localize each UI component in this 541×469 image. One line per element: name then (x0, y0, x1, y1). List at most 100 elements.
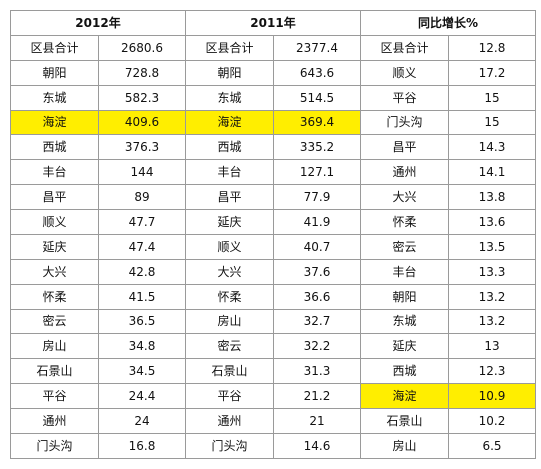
value-cell-2011: 21.2 (273, 383, 361, 409)
district-cell-growth: 房山 (360, 432, 449, 460)
table-row: 区县合计 2680.6 区县合计 2377.4 区县合计 12.8 (10, 34, 536, 61)
value-cell-2011: 14.6 (273, 432, 361, 460)
district-cell-2012: 顺义 (10, 209, 99, 235)
value-cell-2011: 335.2 (273, 134, 361, 161)
header-row: 2012年 2011年 同比增长% (10, 10, 536, 36)
value-cell-growth: 10.9 (448, 383, 536, 409)
district-cell-2011: 朝阳 (185, 59, 274, 86)
table-row: 密云 36.5 房山 32.7 东城 13.2 (10, 308, 536, 335)
value-cell-2012: 36.5 (98, 308, 186, 335)
value-cell-2012: 24 (98, 408, 186, 434)
value-cell-2012: 582.3 (98, 84, 186, 111)
district-cell-growth: 平谷 (360, 84, 449, 111)
district-cell-2012: 平谷 (10, 383, 99, 409)
district-cell-2011: 怀柔 (185, 283, 274, 310)
table-row: 顺义 47.7 延庆 41.9 怀柔 13.6 (10, 209, 536, 235)
value-cell-2012: 16.8 (98, 432, 186, 460)
table-row: 东城 582.3 东城 514.5 平谷 15 (10, 84, 536, 111)
value-cell-2011: 21 (273, 408, 361, 434)
value-cell-2012: 144 (98, 159, 186, 186)
district-cell-2011: 昌平 (185, 184, 274, 210)
district-cell-2012: 延庆 (10, 233, 99, 260)
table-row: 门头沟 16.8 门头沟 14.6 房山 6.5 (10, 432, 536, 460)
district-cell-2012: 大兴 (10, 258, 99, 285)
value-cell-2012: 42.8 (98, 258, 186, 285)
district-cell-growth: 延庆 (360, 333, 449, 360)
district-cell-2011: 丰台 (185, 159, 274, 186)
district-cell-growth: 西城 (360, 358, 449, 385)
district-cell-growth: 大兴 (360, 184, 449, 210)
value-cell-2012: 34.5 (98, 358, 186, 385)
district-cell-2012: 区县合计 (10, 34, 99, 61)
table-row: 大兴 42.8 大兴 37.6 丰台 13.3 (10, 258, 536, 285)
value-cell-2012: 728.8 (98, 59, 186, 86)
district-cell-2011: 顺义 (185, 233, 274, 260)
district-cell-2012: 密云 (10, 308, 99, 335)
district-cell-2011: 密云 (185, 333, 274, 360)
district-cell-2012: 海淀 (10, 109, 99, 136)
value-cell-growth: 13.8 (448, 184, 536, 210)
district-cell-2012: 昌平 (10, 184, 99, 210)
table-row: 石景山 34.5 石景山 31.3 西城 12.3 (10, 358, 536, 385)
group-header-2011: 2011年 (185, 10, 361, 36)
table-row: 通州 24 通州 21 石景山 10.2 (10, 408, 536, 434)
value-cell-growth: 12.3 (448, 358, 536, 385)
value-cell-2012: 376.3 (98, 134, 186, 161)
district-cell-growth: 区县合计 (360, 34, 449, 61)
value-cell-2011: 127.1 (273, 159, 361, 186)
value-cell-2011: 31.3 (273, 358, 361, 385)
value-cell-2011: 40.7 (273, 233, 361, 260)
district-cell-growth: 海淀 (360, 383, 449, 409)
value-cell-2011: 32.2 (273, 333, 361, 360)
value-cell-2011: 32.7 (273, 308, 361, 335)
value-cell-2011: 643.6 (273, 59, 361, 86)
district-cell-2012: 西城 (10, 134, 99, 161)
value-cell-2012: 2680.6 (98, 34, 186, 61)
table-row: 丰台 144 丰台 127.1 通州 14.1 (10, 159, 536, 186)
value-cell-growth: 6.5 (448, 432, 536, 460)
value-cell-2012: 47.4 (98, 233, 186, 260)
district-comparison-table: 2012年 2011年 同比增长% 区县合计 2680.6 区县合计 2377.4 区县… (10, 10, 536, 460)
value-cell-2012: 47.7 (98, 209, 186, 235)
value-cell-growth: 14.1 (448, 159, 536, 186)
group-header-2012: 2012年 (10, 10, 186, 36)
district-cell-2011: 门头沟 (185, 432, 274, 460)
district-cell-2011: 石景山 (185, 358, 274, 385)
district-cell-growth: 门头沟 (360, 109, 449, 136)
district-cell-growth: 丰台 (360, 258, 449, 285)
table-row: 延庆 47.4 顺义 40.7 密云 13.5 (10, 233, 536, 260)
table-row: 房山 34.8 密云 32.2 延庆 13 (10, 333, 536, 360)
value-cell-2011: 369.4 (273, 109, 361, 136)
value-cell-growth: 10.2 (448, 408, 536, 434)
data-table-container: 2012年 2011年 同比增长% 区县合计 2680.6 区县合计 2377.4 区县… (10, 10, 536, 460)
group-header-growth: 同比增长% (360, 10, 536, 36)
value-cell-growth: 13.6 (448, 209, 536, 235)
value-cell-2011: 77.9 (273, 184, 361, 210)
district-cell-2012: 东城 (10, 84, 99, 111)
value-cell-2012: 89 (98, 184, 186, 210)
value-cell-growth: 15 (448, 84, 536, 111)
district-cell-growth: 顺义 (360, 59, 449, 86)
district-cell-growth: 东城 (360, 308, 449, 335)
value-cell-growth: 14.3 (448, 134, 536, 161)
value-cell-2012: 24.4 (98, 383, 186, 409)
district-cell-2012: 房山 (10, 333, 99, 360)
district-cell-2011: 东城 (185, 84, 274, 111)
district-cell-growth: 密云 (360, 233, 449, 260)
district-cell-2011: 海淀 (185, 109, 274, 136)
district-cell-2012: 通州 (10, 408, 99, 434)
district-cell-2011: 延庆 (185, 209, 274, 235)
value-cell-2011: 2377.4 (273, 34, 361, 61)
value-cell-growth: 17.2 (448, 59, 536, 86)
district-cell-2011: 平谷 (185, 383, 274, 409)
district-cell-2012: 门头沟 (10, 432, 99, 460)
value-cell-2012: 41.5 (98, 283, 186, 310)
district-cell-growth: 怀柔 (360, 209, 449, 235)
table-row: 朝阳 728.8 朝阳 643.6 顺义 17.2 (10, 59, 536, 86)
district-cell-2012: 石景山 (10, 358, 99, 385)
district-cell-2012: 丰台 (10, 159, 99, 186)
value-cell-growth: 15 (448, 109, 536, 136)
district-cell-2011: 大兴 (185, 258, 274, 285)
value-cell-2011: 41.9 (273, 209, 361, 235)
value-cell-2011: 514.5 (273, 84, 361, 111)
